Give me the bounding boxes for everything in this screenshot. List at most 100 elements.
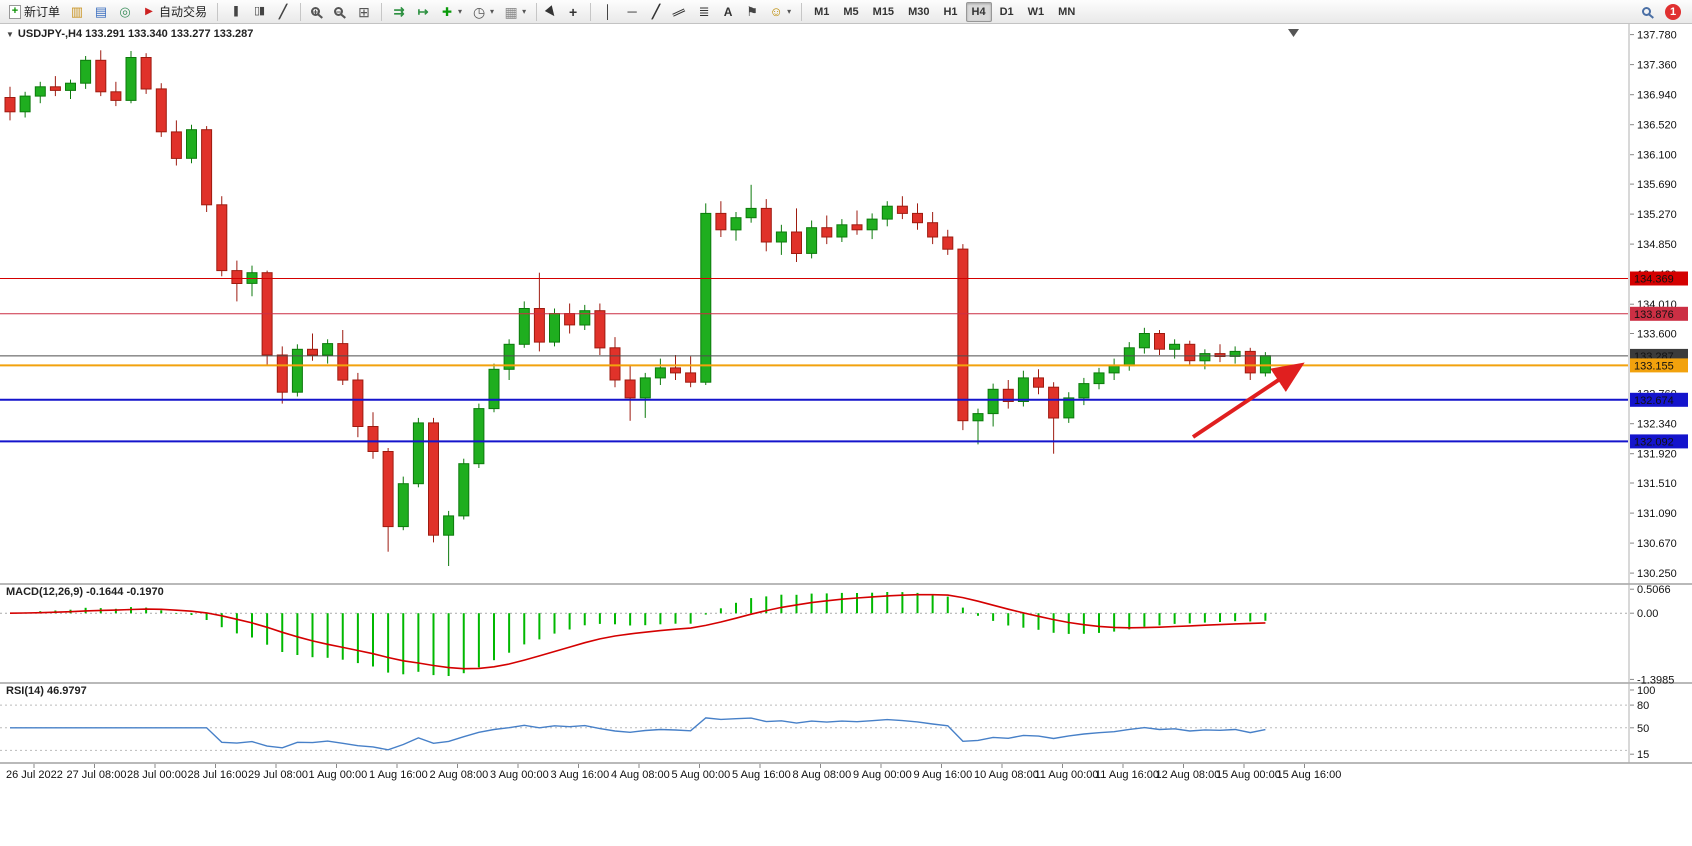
timeframe-m30-button[interactable]: M30	[908, 5, 930, 18]
time-tick-label: 4 Aug 08:00	[611, 769, 670, 781]
new-order-label: 新订单	[24, 5, 61, 19]
macd-tick-label: -1.3985	[1637, 674, 1674, 686]
new-chart-icon: ▥	[70, 4, 84, 19]
crosshair-icon: +	[568, 3, 578, 20]
line-chart-button[interactable]: ╱	[272, 2, 294, 22]
search-icon[interactable]	[1642, 7, 1651, 16]
time-tick-label: 9 Aug 16:00	[914, 769, 973, 781]
price-tick-label: 135.690	[1637, 179, 1677, 191]
time-tick-label: 11 Aug 00:00	[1035, 769, 1099, 781]
market-watch-button[interactable]: ◎	[114, 2, 136, 22]
time-axis[interactable]: 26 Jul 2022 27 Jul 08:00 28 Jul 00:00 28 Ju…	[6, 764, 1341, 781]
chart-title: ▼ USDJPY-,H4 133.291 133.340 133.277 133…	[6, 28, 253, 40]
time-tick-label: 9 Aug 00:00	[853, 769, 912, 781]
price-tick-label: 136.100	[1637, 150, 1677, 162]
rsi-tick-label: 50	[1637, 723, 1649, 735]
tile-windows-button[interactable]: ⊞	[353, 2, 375, 22]
arrows-button[interactable]: ☺ ▾	[765, 2, 795, 22]
trendline-button[interactable]: ╱	[645, 2, 667, 22]
rsi-panel: 100 80 50 15	[0, 685, 1655, 761]
templates-button[interactable]: ▦ ▾	[500, 2, 530, 22]
text-button[interactable]: A	[717, 2, 739, 22]
time-tick-label: 15 Aug 16:00	[1277, 769, 1342, 781]
timeframe-m1-button[interactable]: M1	[814, 5, 830, 18]
new-chart-button[interactable]: ▥	[66, 2, 88, 22]
new-order-button[interactable]: + 新订单	[5, 2, 64, 22]
chart-window: 137.780 137.360 136.940 136.520 136.100 135.6…	[0, 24, 1692, 846]
profiles-button[interactable]: ▤	[90, 2, 112, 22]
toolbar-separator	[590, 2, 592, 21]
chart-canvas[interactable]: 137.780 137.360 136.940 136.520 136.100 135.6…	[0, 24, 1692, 846]
time-tick-label: 12 Aug 08:00	[1156, 769, 1221, 781]
price-tick-label: 130.670	[1637, 538, 1677, 550]
timeframe-h4-button[interactable]: H4	[965, 1, 992, 22]
equidistant-channel-icon: ∥	[671, 5, 689, 18]
timeframe-m5-button[interactable]: M5	[843, 5, 859, 18]
time-tick-label: 27 Jul 08:00	[67, 769, 127, 781]
svg-text:133.876: 133.876	[1634, 309, 1674, 321]
price-axis[interactable]: 137.780 137.360 136.940 136.520 136.100 135.6…	[1630, 30, 1677, 581]
vertical-line-button[interactable]: │	[597, 2, 619, 22]
chart-shift-button[interactable]: ↦	[412, 2, 434, 22]
timeframe-mn-button[interactable]: MN	[1058, 5, 1076, 18]
time-tick-label: 11 Aug 16:00	[1095, 769, 1159, 781]
svg-text:134.369: 134.369	[1634, 274, 1674, 286]
notification-badge[interactable]: 1	[1665, 3, 1681, 20]
price-tick-label: 136.520	[1637, 120, 1677, 132]
trend-arrow-annotation[interactable]	[1191, 362, 1305, 439]
svg-text:132.092: 132.092	[1634, 436, 1674, 448]
toolbar-separator	[801, 2, 803, 21]
macd-panel: 0.5066 0.00 -1.3985	[0, 584, 1674, 686]
indicators-button[interactable]: ✚ ▾	[436, 2, 466, 22]
zoom-out-button[interactable]: −	[330, 2, 351, 22]
dropdown-arrow-icon[interactable]: ▾	[490, 7, 495, 16]
bar-chart-button[interactable]: |||	[224, 2, 246, 22]
timeframe-m15-button[interactable]: M15	[872, 5, 895, 18]
fibonacci-button[interactable]: ≣	[693, 2, 715, 22]
arrows-icon: ☺	[769, 4, 783, 19]
price-tick-label: 137.360	[1637, 60, 1677, 72]
autotrade-button[interactable]: ▶ 自动交易	[138, 2, 211, 22]
price-label-132.092: 132.092	[1630, 434, 1688, 449]
candles	[4, 50, 1271, 566]
price-label-132.674: 132.674	[1630, 392, 1688, 407]
dropdown-arrow-icon[interactable]: ▾	[522, 7, 527, 16]
time-tick-label: 28 Jul 00:00	[127, 769, 187, 781]
profiles-icon: ▤	[94, 4, 108, 19]
equidistant-channel-button[interactable]: ∥	[669, 2, 691, 22]
price-tick-label: 131.920	[1637, 449, 1677, 461]
chart-shift-icon: ↦	[417, 4, 429, 19]
cursor-icon	[544, 4, 559, 19]
timeframe-d1-button[interactable]: D1	[999, 5, 1014, 18]
dropdown-arrow-icon[interactable]: ▾	[458, 7, 463, 16]
zoom-in-icon: +	[311, 6, 321, 17]
horizontal-line-button[interactable]: ─	[621, 2, 643, 22]
rsi-label: RSI(14) 46.9797	[6, 685, 87, 697]
price-tick-label: 135.270	[1637, 209, 1677, 221]
periods-button[interactable]: ◷ ▾	[468, 2, 498, 22]
price-tick-label: 131.090	[1637, 508, 1677, 520]
zoom-in-button[interactable]: +	[307, 2, 328, 22]
macd-signal-line	[9, 593, 1266, 670]
price-label-134.369: 134.369	[1630, 271, 1688, 286]
dropdown-arrow-icon[interactable]: ▾	[787, 7, 792, 16]
time-tick-label: 2 Aug 08:00	[430, 769, 489, 781]
timeframe-w1-button[interactable]: W1	[1027, 5, 1045, 18]
rsi-line	[10, 717, 1266, 751]
timeframe-h1-button[interactable]: H1	[943, 5, 958, 18]
toolbar-separator	[300, 2, 302, 21]
candlestick-chart-button[interactable]: ▯▮	[248, 2, 270, 22]
cursor-button[interactable]	[543, 2, 560, 22]
text-label-icon: ⚑	[746, 4, 758, 19]
time-tick-label: 1 Aug 00:00	[309, 769, 368, 781]
collapse-triangle-icon[interactable]: ▼	[6, 29, 14, 39]
text-label-button[interactable]: ⚑	[741, 2, 763, 22]
auto-scroll-button[interactable]: ⇉	[388, 2, 410, 22]
crosshair-button[interactable]: +	[562, 2, 584, 22]
horizontal-line-icon: ─	[627, 4, 637, 19]
autotrade-label: 自动交易	[159, 5, 208, 19]
toolbar-separator	[536, 2, 538, 21]
price-tick-label: 134.850	[1637, 239, 1677, 251]
new-order-icon: +	[9, 4, 21, 19]
time-tick-label: 3 Aug 16:00	[551, 769, 610, 781]
